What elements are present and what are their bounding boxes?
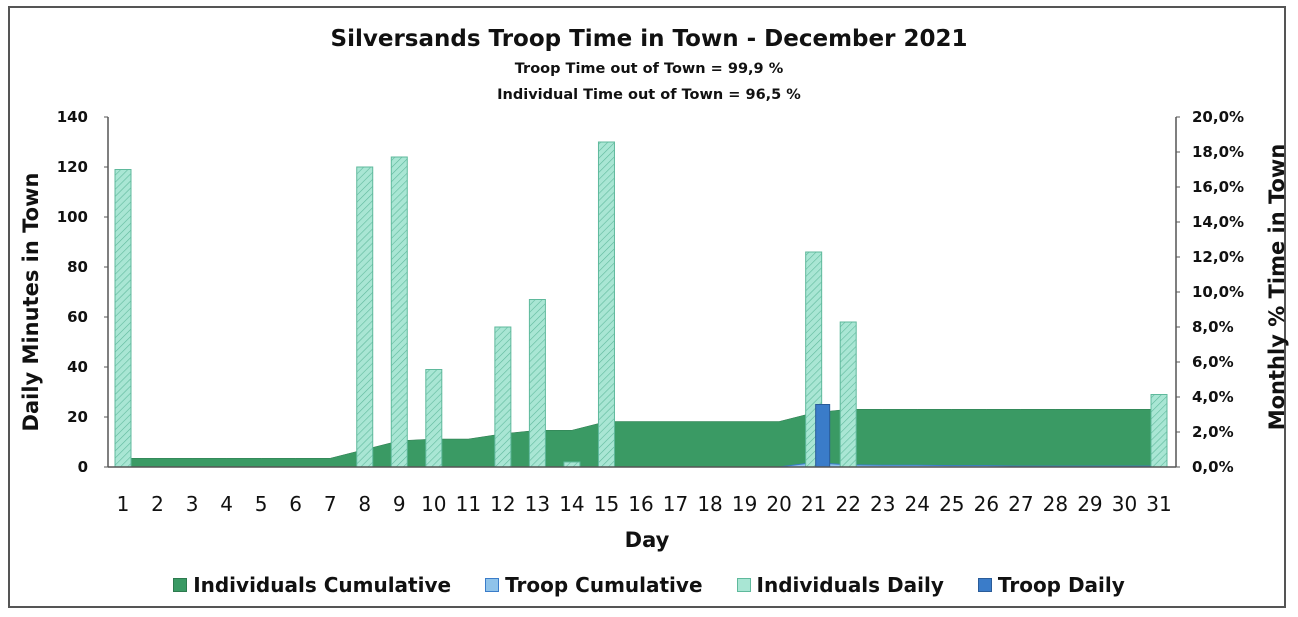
y-tick-label: 80: [67, 258, 88, 276]
x-tick-label: 21: [801, 492, 826, 516]
legend-label: Troop Cumulative: [505, 573, 703, 597]
series-individuals-cumulative-area: [122, 409, 1160, 468]
y-tick-label: 120: [57, 158, 88, 176]
bar-individuals-daily-day-22: [839, 321, 857, 468]
x-tick-label: 29: [1077, 492, 1102, 516]
x-axis-label: Day: [625, 528, 670, 552]
bar-individuals-daily-day-12: [494, 326, 512, 468]
y-tick-label: 140: [57, 108, 88, 126]
x-tick-label: 30: [1112, 492, 1137, 516]
x-tick-label: 5: [255, 492, 268, 516]
bar-individuals-daily-day-15: [597, 141, 615, 468]
x-tick-label: 14: [559, 492, 584, 516]
x-tick-label: 2: [151, 492, 164, 516]
y-tick-label: 100: [57, 208, 88, 226]
legend-label: Troop Daily: [997, 573, 1125, 597]
bar-individuals-daily-day-9: [390, 156, 408, 468]
y2-tick-label: 14,0%: [1192, 213, 1244, 231]
legend-item-individuals-daily: Individuals Daily: [736, 573, 944, 597]
x-tick-label: 26: [974, 492, 999, 516]
legend-label: Individuals Daily: [756, 573, 944, 597]
x-tick-label: 1: [117, 492, 130, 516]
y-axis-label: Daily Minutes in Town: [19, 173, 43, 432]
x-tick-label: 10: [421, 492, 446, 516]
y-tick-label: 0: [78, 458, 88, 476]
legend-swatch-troop-daily: [977, 578, 992, 592]
x-tick-label: 25: [939, 492, 964, 516]
chart-title: Silversands Troop Time in Town - Decembe…: [330, 26, 968, 52]
y2-tick-label: 2,0%: [1192, 423, 1234, 441]
bar-individuals-daily-day-31: [1150, 394, 1168, 468]
legend-swatch-individuals-cumulative: [173, 578, 188, 592]
x-tick-label: 9: [393, 492, 406, 516]
x-tick-label: 15: [594, 492, 619, 516]
y2-tick-label: 8,0%: [1192, 318, 1234, 336]
x-tick-label: 8: [358, 492, 371, 516]
y2-tick-label: 18,0%: [1192, 143, 1244, 161]
x-tick-label: 22: [835, 492, 860, 516]
legend-label: Individuals Cumulative: [193, 573, 452, 597]
x-tick-label: 23: [870, 492, 895, 516]
x-tick-label: 13: [525, 492, 550, 516]
x-tick-label: 11: [456, 492, 481, 516]
y2-axis-label: Monthly % Time in Town: [1265, 144, 1289, 431]
bar-individuals-daily-day-10: [425, 369, 443, 468]
x-tick-label: 28: [1043, 492, 1068, 516]
chart-legend: Individuals Cumulative Troop Cumulative …: [0, 573, 1298, 597]
y-tick-label: 20: [67, 408, 88, 426]
legend-swatch-troop-cumulative: [485, 578, 500, 592]
y2-tick-label: 12,0%: [1192, 248, 1244, 266]
y2-tick-label: 10,0%: [1192, 283, 1244, 301]
x-tick-label: 24: [905, 492, 930, 516]
chart-subtitle-individual: Individual Time out of Town = 96,5 %: [497, 87, 801, 103]
x-tick-label: 4: [220, 492, 233, 516]
y-tick-label: 40: [67, 358, 88, 376]
x-tick-label: 3: [186, 492, 199, 516]
y2-tick-label: 0,0%: [1192, 458, 1234, 476]
chart-subtitle-troop: Troop Time out of Town = 99,9 %: [514, 61, 784, 77]
x-tick-label: 17: [663, 492, 688, 516]
bar-individuals-daily-day-13: [528, 299, 546, 468]
x-tick-label: 18: [697, 492, 722, 516]
legend-item-individuals-cumulative: Individuals Cumulative: [173, 573, 451, 597]
bar-troop-daily-day-21: [815, 404, 831, 468]
bar-individuals-daily-day-1: [114, 169, 132, 468]
x-tick-label: 20: [766, 492, 791, 516]
x-tick-label: 6: [289, 492, 302, 516]
x-tick-label: 31: [1146, 492, 1171, 516]
y-tick-label: 60: [67, 308, 88, 326]
legend-swatch-individuals-daily: [736, 578, 751, 592]
x-tick-label: 7: [324, 492, 337, 516]
y2-tick-label: 4,0%: [1192, 388, 1234, 406]
x-tick-label: 19: [732, 492, 757, 516]
y2-tick-label: 20,0%: [1192, 108, 1244, 126]
legend-item-troop-daily: Troop Daily: [977, 573, 1125, 597]
legend-item-troop-cumulative: Troop Cumulative: [485, 573, 703, 597]
y2-tick-label: 16,0%: [1192, 178, 1244, 196]
bar-individuals-daily-day-8: [356, 166, 374, 468]
x-tick-label: 12: [490, 492, 515, 516]
x-tick-label: 27: [1008, 492, 1033, 516]
x-tick-label: 16: [628, 492, 653, 516]
chart-frame: [8, 6, 1286, 608]
y2-tick-label: 6,0%: [1192, 353, 1234, 371]
